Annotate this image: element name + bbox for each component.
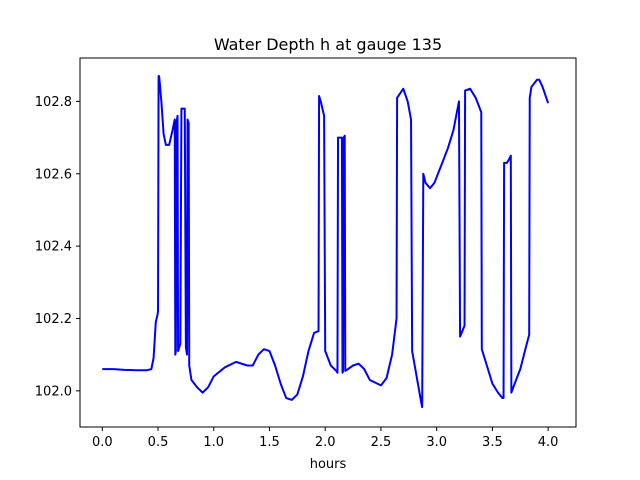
y-tick-label: 102.2 [35, 312, 72, 327]
x-tick-label: 1.0 [203, 435, 224, 450]
x-tick-label: 2.0 [315, 435, 336, 450]
y-tick-label: 102.6 [35, 167, 72, 182]
y-axis: 102.0 102.2 102.4 102.6 102.8 [35, 95, 80, 399]
x-tick-label: 3.5 [482, 435, 503, 450]
chart-title: Water Depth h at gauge 135 [214, 35, 442, 54]
x-tick-label: 4.0 [538, 435, 559, 450]
x-tick-label: 0.5 [148, 435, 169, 450]
x-axis-label: hours [310, 457, 347, 472]
plot-frame [79, 57, 577, 428]
x-axis: 0.0 0.5 1.0 1.5 2.0 2.5 3.0 3.5 4.0 [92, 427, 559, 450]
y-tick-label: 102.8 [35, 95, 72, 110]
x-tick-label: 2.5 [371, 435, 392, 450]
y-tick-label: 102.4 [35, 240, 72, 255]
y-tick-label: 102.0 [35, 384, 72, 399]
x-tick-label: 0.0 [92, 435, 113, 450]
x-tick-label: 3.0 [426, 435, 447, 450]
x-tick-label: 1.5 [259, 435, 280, 450]
series-line [102, 75, 550, 409]
